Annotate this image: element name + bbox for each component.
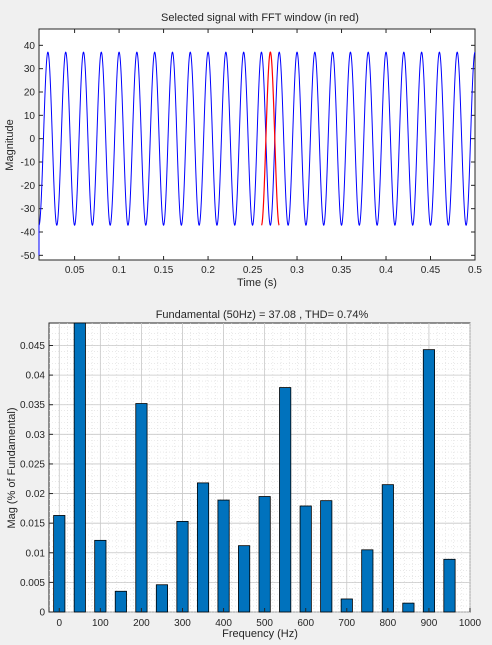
fft-y-axis-label: Mag (% of Fundamental)	[6, 407, 18, 528]
fft-x-tick-label: 1000	[459, 618, 482, 629]
signal-x-tick-label: 0.35	[332, 265, 352, 276]
fft-bar	[217, 499, 230, 613]
fft-x-tick-label: 300	[174, 618, 191, 629]
signal-y-tick-label: -50	[21, 251, 36, 262]
fft-bar	[361, 549, 374, 613]
fft-bar	[73, 322, 86, 613]
fft-x-tick-label: 200	[133, 618, 150, 629]
fft-bar	[238, 545, 251, 613]
signal-y-tick-label: 30	[24, 64, 36, 75]
signal-x-tick-label: 0.2	[201, 265, 215, 276]
fft-bar	[299, 505, 312, 613]
fft-y-tick-label: 0.025	[20, 459, 45, 470]
fft-x-tick-label: 700	[338, 618, 355, 629]
fft-x-tick-label: 900	[421, 618, 438, 629]
fft-y-tick-label: 0.015	[20, 519, 45, 530]
signal-x-tick-label: 0.15	[154, 265, 174, 276]
fft-y-tick-label: 0	[39, 608, 45, 619]
signal-y-tick-label: 0	[29, 134, 35, 145]
signal-y-tick-label: 10	[24, 111, 36, 122]
signal-x-tick-label: 0.05	[65, 265, 85, 276]
fft-x-axis-label: Frequency (Hz)	[222, 628, 298, 640]
signal-y-tick-label: -30	[21, 204, 36, 215]
fft-y-tick-label: 0.035	[20, 400, 45, 411]
fft-bar	[279, 387, 292, 613]
fft-x-tick-label: 0	[56, 618, 62, 629]
signal-plot-title: Selected signal with FFT window (in red)	[161, 12, 359, 24]
signal-plot: Selected signal with FFT window (in red)…	[4, 12, 482, 289]
fft-grid	[49, 323, 471, 613]
fft-bar	[422, 349, 435, 613]
fft-y-tick-label: 0.03	[26, 430, 46, 441]
signal-y-axis-label: Magnitude	[4, 119, 16, 170]
fft-bars	[53, 322, 456, 613]
signal-series-line	[38, 51, 476, 256]
signal-x-ticks: 0.05 0.1 0.15 0.2 0.25 0.3 0.35 0.4 0.45 0.5	[65, 29, 482, 276]
fft-plot-title: Fundamental (50Hz) = 37.08 , THD= 0.74%	[156, 309, 369, 321]
fft-bar	[135, 403, 148, 613]
fft-y-tick-label: 0.045	[20, 341, 45, 352]
fft-bar	[176, 520, 189, 613]
signal-y-tick-label: -20	[21, 181, 36, 192]
signal-y-ticks: -50 -40 -30 -20 -10 0 10 20 30 40	[21, 41, 475, 262]
fft-y-tick-label: 0.04	[26, 371, 46, 382]
fft-bar	[155, 584, 169, 613]
fft-y-tick-label: 0.005	[20, 578, 45, 589]
fft-y-ticks: 0 0.005 0.01 0.015 0.02 0.025 0.03 0.035 0.04 0.0…	[20, 341, 53, 619]
fft-x-tick-label: 100	[92, 618, 109, 629]
signal-x-axis-label: Time (s)	[237, 277, 277, 289]
signal-x-tick-label: 0.5	[468, 265, 482, 276]
signal-x-tick-label: 0.45	[421, 265, 441, 276]
fft-x-ticks: 0 100 200 300 400 500 600 700 800 900 1000	[56, 608, 482, 629]
fft-bar	[53, 515, 66, 613]
fft-window-series-line	[261, 51, 280, 226]
fft-x-tick-label: 400	[215, 618, 232, 629]
fft-bar	[94, 539, 107, 613]
signal-x-tick-label: 0.4	[379, 265, 393, 276]
fft-bar	[320, 500, 333, 613]
fft-bar	[402, 602, 415, 613]
fft-y-tick-label: 0.01	[26, 548, 46, 559]
fft-bar	[196, 482, 210, 613]
signal-x-tick-label: 0.25	[243, 265, 263, 276]
signal-y-tick-label: 20	[24, 88, 36, 99]
fft-x-tick-label: 600	[297, 618, 314, 629]
fft-plot: Fundamental (50Hz) = 37.08 , THD= 0.74% …	[6, 309, 482, 640]
signal-y-tick-label: -40	[21, 228, 36, 239]
fft-bar	[443, 558, 456, 613]
fft-x-tick-label: 500	[256, 618, 273, 629]
signal-y-tick-label: -10	[21, 158, 36, 169]
signal-x-tick-label: 0.1	[112, 265, 126, 276]
signal-x-tick-label: 0.3	[290, 265, 304, 276]
fft-bar	[258, 496, 271, 613]
fft-bar	[114, 590, 127, 613]
fft-bar	[381, 484, 394, 613]
fft-x-tick-label: 800	[380, 618, 397, 629]
fft-y-tick-label: 0.02	[26, 489, 46, 500]
signal-y-tick-label: 40	[24, 41, 36, 52]
